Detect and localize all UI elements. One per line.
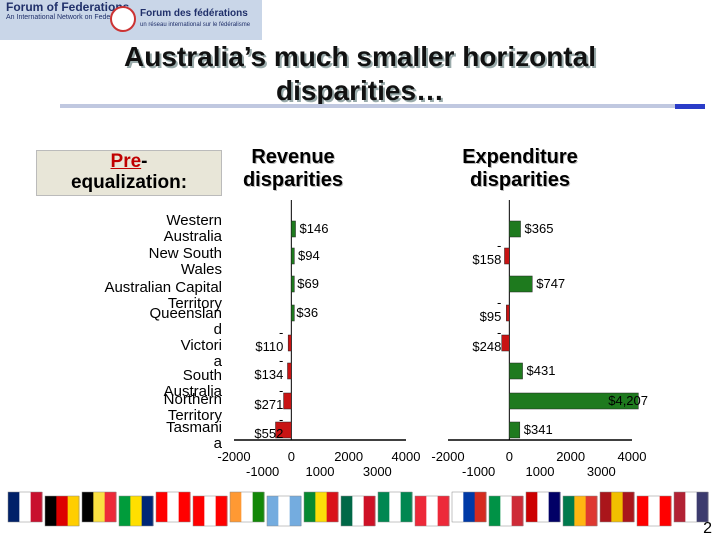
brazil-flag [118,495,154,527]
revenue-tick-label: -2000 [217,449,250,464]
revenue-bar [287,362,292,380]
revenue-data-label: $146 [300,221,329,236]
category-label: Western Australia [163,212,222,245]
revenue-tick-label: -1000 [246,464,279,479]
expenditure-tick-label: 2000 [556,449,585,464]
revenue-bar [287,334,292,352]
revenue-data-label: -$552 [254,412,283,441]
category-labels: Western Australia New South Wales Austra… [0,0,222,480]
logo-subtitle-en: An International Network on Federalism [6,14,129,21]
expenditure-bar [509,421,521,439]
expenditure-bar [501,334,510,352]
category-label: Tasmani a [166,419,222,452]
germany-flag [44,495,80,527]
expenditure-data-label: $747 [536,276,565,291]
expenditure-data-label: $431 [527,363,556,378]
revenue-tick-label: 1000 [306,464,335,479]
expenditure-bar [509,275,533,293]
austria-flag [414,495,450,527]
nigeria-flag [377,491,413,523]
revenue-bar [275,421,292,439]
pre-label-red: Pre [110,151,142,172]
south-africa-flag [562,495,598,527]
revenue-data-label: -$134 [254,353,283,382]
slide-title: Australia’s much smaller horizontal disp… [124,41,596,106]
spain-flag [599,491,635,523]
expenditure-tick-label: -2000 [431,449,464,464]
revenue-bar [291,275,295,293]
pre-label-dash: - [141,151,148,172]
italy-flag [488,495,524,527]
logo-title-fr: Forum des fédérations [140,8,248,19]
argentina-flag [266,495,302,527]
forum-of-federations-logo: Forum of Federations An International Ne… [0,0,262,40]
russia-flag [451,491,487,523]
mexico-flag [340,495,376,527]
revenue-tick-label: 4000 [392,449,421,464]
revenue-bar [291,247,295,265]
expenditure-tick-label: -1000 [462,464,495,479]
expenditure-bar [506,304,510,322]
revenue-data-label: $36 [296,305,318,320]
switzerland-flag [192,495,228,527]
expenditure-bar [509,392,639,410]
canada-flag [155,491,191,523]
expenditure-tick-label: 3000 [587,464,616,479]
expenditure-bar [509,220,521,238]
india-flag [229,491,265,523]
expenditure-data-label: $341 [524,422,553,437]
expenditure-bar [509,362,523,380]
expenditure-tick-label: 0 [506,449,513,464]
expenditure-header: Expenditure disparities [462,146,578,191]
category-label: New South Wales [148,245,222,278]
category-label: Victori a [180,337,222,370]
expenditure-data-label: $4,207 [608,393,648,408]
revenue-tick-label: 3000 [363,464,392,479]
revenue-tick-label: 2000 [334,449,363,464]
pre-equalization-label: Pre- equalization: [36,150,222,196]
usa-flag [673,491,709,523]
revenue-data-label: -$271 [254,383,283,412]
belgium-flag [81,491,117,523]
logo-subtitle-fr: un réseau international sur le fédéralis… [140,22,251,28]
revenue-data-label: $94 [298,248,320,263]
revenue-bar [291,220,296,238]
revenue-bar [283,392,292,410]
expenditure-data-label: -$248 [472,325,501,354]
country-flags-strip [7,491,709,527]
category-label: South Australia [163,367,222,400]
category-label: Northern Territory [163,391,222,424]
expenditure-tick-label: 4000 [618,449,647,464]
revenue-data-label: -$110 [255,325,283,354]
logo-title-en: Forum of Federations [6,0,130,14]
revenue-data-label: $69 [297,276,319,291]
revenue-header: Revenue disparities [242,146,344,191]
switzerland-flag-2 [636,495,672,527]
expenditure-data-label: -$158 [472,238,501,267]
logo-emblem-icon [110,6,136,32]
expenditure-tick-label: 1000 [526,464,555,479]
malaysia-flag [525,491,561,523]
expenditure-data-label: -$95 [480,295,502,324]
expenditure-bar [504,247,510,265]
revenue-tick-label: 0 [288,449,295,464]
ethiopia-flag [303,491,339,523]
revenue-bar [291,304,295,322]
category-label: Queenslan d [149,305,222,338]
pre-label-line2: equalization: [70,172,188,193]
expenditure-data-label: $365 [525,221,554,236]
category-label: Australian Capital Territory [104,279,222,312]
page-number: 2 [703,520,712,537]
title-divider [60,104,705,109]
australia-flag [7,491,43,523]
